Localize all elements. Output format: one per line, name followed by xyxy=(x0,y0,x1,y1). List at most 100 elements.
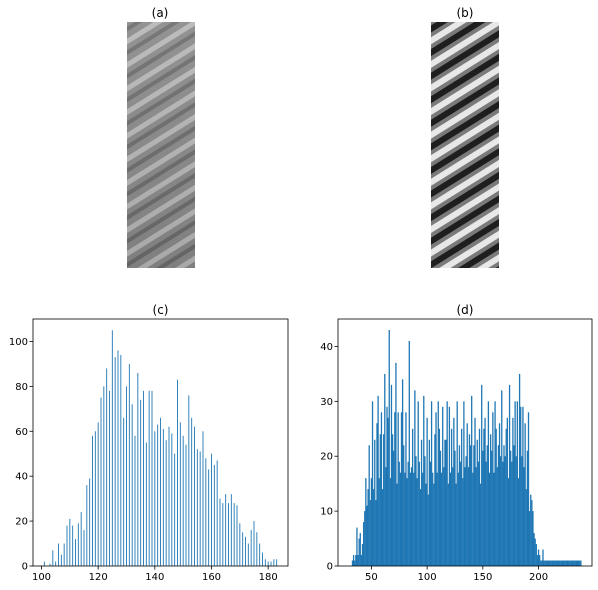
bar xyxy=(411,428,414,566)
bar xyxy=(546,560,549,566)
bar xyxy=(405,412,407,566)
bar xyxy=(86,485,88,566)
bar xyxy=(465,456,467,566)
bar xyxy=(370,478,373,566)
bar xyxy=(521,456,523,566)
x-tick-label: 120 xyxy=(89,572,108,583)
chart-d-title: (d) xyxy=(457,303,474,317)
bar xyxy=(553,560,555,566)
bar xyxy=(492,412,494,566)
bar xyxy=(111,330,113,566)
bar xyxy=(495,428,497,566)
bar xyxy=(499,456,502,566)
y-tick-label: 40 xyxy=(15,472,28,483)
x-tick-label: 200 xyxy=(529,572,548,583)
bar xyxy=(179,422,181,566)
bar xyxy=(550,560,552,566)
bar xyxy=(440,472,443,566)
bar xyxy=(216,460,218,566)
bar xyxy=(537,549,540,566)
panel-b: (b) xyxy=(431,6,499,268)
bar xyxy=(481,384,483,566)
bar xyxy=(154,431,156,566)
bar xyxy=(516,401,519,566)
bar xyxy=(523,467,525,566)
bar xyxy=(359,533,361,566)
bar xyxy=(448,406,451,566)
bar xyxy=(442,406,444,566)
bar xyxy=(449,472,452,566)
bar xyxy=(352,555,355,566)
bar xyxy=(273,559,275,566)
bar xyxy=(140,399,142,566)
x-tick-label: 140 xyxy=(145,572,164,583)
bar xyxy=(177,379,178,566)
bar xyxy=(439,450,442,566)
x-tick-label: 50 xyxy=(365,572,378,583)
bar xyxy=(559,560,561,566)
bar xyxy=(530,494,532,566)
bar xyxy=(396,483,398,566)
bar xyxy=(372,489,375,566)
panel-a-image-shade xyxy=(127,22,195,268)
bar xyxy=(219,498,221,566)
bar xyxy=(484,417,486,566)
bar xyxy=(357,555,359,566)
bar xyxy=(253,521,255,566)
bar xyxy=(511,461,513,566)
bar xyxy=(63,543,65,566)
bar xyxy=(365,478,367,566)
bar xyxy=(443,467,445,566)
bar xyxy=(413,472,415,566)
bar xyxy=(577,560,580,566)
bar xyxy=(552,560,554,566)
bar xyxy=(457,472,459,566)
bar xyxy=(276,559,278,566)
bar xyxy=(417,401,419,566)
bar xyxy=(168,426,170,566)
panel-b-image xyxy=(431,22,499,268)
bar xyxy=(423,395,425,566)
bar xyxy=(429,461,432,566)
bar xyxy=(543,560,545,566)
bar xyxy=(375,500,377,566)
bar xyxy=(526,450,529,566)
bar xyxy=(208,469,210,566)
bar xyxy=(393,450,395,566)
bar xyxy=(143,390,144,566)
bar xyxy=(536,555,539,566)
bar xyxy=(43,561,45,566)
bar xyxy=(211,453,212,566)
bar xyxy=(120,354,122,566)
bar xyxy=(510,450,512,566)
x-tick-label: 150 xyxy=(473,572,492,583)
bar xyxy=(228,503,229,566)
y-tick-label: 10 xyxy=(320,507,333,518)
bar xyxy=(520,406,522,566)
bar xyxy=(371,401,374,566)
bar xyxy=(247,543,249,566)
bar xyxy=(433,483,435,566)
bar xyxy=(478,428,481,566)
bar xyxy=(384,373,386,566)
bar xyxy=(422,472,424,566)
bar xyxy=(401,379,404,566)
bar xyxy=(571,560,573,566)
bar xyxy=(380,412,383,566)
bar xyxy=(390,384,393,566)
histogram-d: (d) 50 100 150 200 0 10 20 30 40 xyxy=(320,303,593,583)
bar xyxy=(489,434,492,566)
bar xyxy=(58,543,59,566)
bar xyxy=(94,431,96,566)
bar xyxy=(202,431,204,566)
bar xyxy=(561,560,563,566)
bar xyxy=(517,478,520,566)
panel-a: (a) xyxy=(127,6,195,268)
bar xyxy=(188,395,190,566)
bar xyxy=(60,554,62,566)
bar xyxy=(475,467,477,566)
bar xyxy=(580,560,582,566)
bar xyxy=(466,423,468,566)
bar xyxy=(368,445,370,566)
